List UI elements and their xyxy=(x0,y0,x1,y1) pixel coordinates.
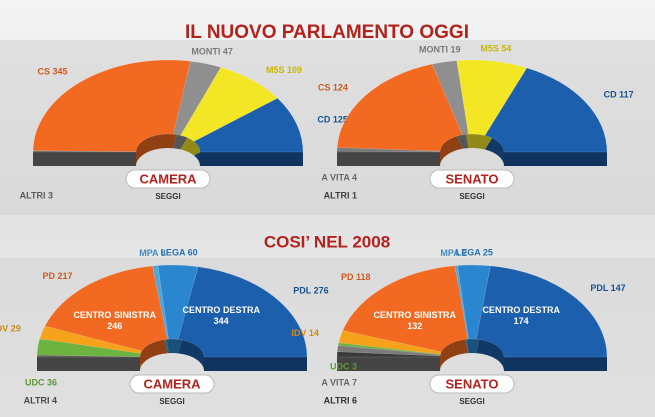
slice xyxy=(456,59,528,136)
slice xyxy=(32,59,191,152)
slice-label: ALTRI 6 xyxy=(324,395,357,405)
slice xyxy=(336,63,463,152)
slice xyxy=(32,150,137,153)
base-side xyxy=(504,151,607,166)
slice-label: ALTRI 1 xyxy=(324,190,357,200)
group-name: CENTRO DESTRA xyxy=(182,305,260,315)
chamber-badge xyxy=(429,374,515,394)
slice-label: PD 118 xyxy=(341,272,371,282)
unit-label: SEGGI xyxy=(459,397,484,406)
slice xyxy=(336,150,441,153)
slice xyxy=(177,266,308,358)
group-value: 246 xyxy=(107,321,122,331)
chamber-label: CAMERA xyxy=(139,171,197,186)
slice-label: IDV 14 xyxy=(291,328,319,338)
slice xyxy=(44,265,168,352)
chamber-label: SENATO xyxy=(446,171,499,186)
slice-label: M5S 54 xyxy=(480,44,511,54)
base-side xyxy=(37,356,140,371)
slice xyxy=(180,67,278,142)
slice-label: UDC 3 xyxy=(330,361,357,371)
base-side xyxy=(33,151,136,166)
slice-label: PD 217 xyxy=(43,271,73,281)
slice xyxy=(457,264,491,340)
chamber-badge xyxy=(125,169,211,189)
slice xyxy=(484,67,608,153)
group-name: CENTRO SINISTRA xyxy=(373,310,456,320)
unit-label: SEGGI xyxy=(155,192,180,201)
chamber-label: CAMERA xyxy=(143,376,201,391)
chamber-badge xyxy=(129,374,215,394)
slice xyxy=(342,265,469,353)
slice-label: A VITA 4 xyxy=(321,172,357,182)
slice xyxy=(454,265,469,340)
base-side xyxy=(204,356,307,371)
group-name: CENTRO DESTRA xyxy=(482,305,560,315)
slice-label: MONTI 19 xyxy=(419,45,461,55)
slice-label: LEGA 25 xyxy=(456,247,493,257)
slice-label: A VITA 7 xyxy=(321,377,357,387)
chamber-label: SENATO xyxy=(446,376,499,391)
slice xyxy=(336,351,441,358)
unit-label: SEGGI xyxy=(159,397,184,406)
slice-label: MPA 2 xyxy=(440,248,467,258)
slice-label: ALTRI 4 xyxy=(24,395,57,405)
slice-label: CD 117 xyxy=(604,90,634,100)
group-value: 132 xyxy=(407,321,422,331)
slice-label: CS 345 xyxy=(38,66,68,76)
slice xyxy=(476,265,608,358)
slice xyxy=(173,61,222,136)
title: IL NUOVO PARLAMENTO OGGI xyxy=(185,22,469,43)
group-value: 174 xyxy=(514,316,529,326)
slice-label: PDL 147 xyxy=(590,283,625,293)
slice xyxy=(193,97,304,153)
slice xyxy=(39,325,143,354)
base-side xyxy=(337,356,440,371)
slice-label: IDV 29 xyxy=(0,323,21,333)
slice xyxy=(337,342,441,355)
slice-label: MPA 8 xyxy=(139,248,166,258)
chamber-badge xyxy=(429,169,515,189)
slice-label: CS 124 xyxy=(318,83,348,93)
slice-label: UDC 36 xyxy=(25,377,57,387)
slice xyxy=(152,265,169,340)
slice-label: CD 125 xyxy=(317,114,348,124)
base-side xyxy=(200,151,303,166)
base-side xyxy=(337,151,440,166)
base-side xyxy=(504,356,607,371)
slice xyxy=(36,354,141,358)
slice-label: MONTI 47 xyxy=(191,47,233,57)
group-value: 344 xyxy=(214,316,229,326)
slice-label: M5S 109 xyxy=(266,65,302,75)
unit-label: SEGGI xyxy=(459,192,484,201)
group-name: CENTRO SINISTRA xyxy=(73,310,156,320)
slice-label: LEGA 60 xyxy=(160,247,197,257)
slice-label: ALTRI 3 xyxy=(20,190,53,200)
slice-label: PDL 276 xyxy=(293,285,328,295)
subtitle: COSI’ NEL 2008 xyxy=(264,232,390,251)
